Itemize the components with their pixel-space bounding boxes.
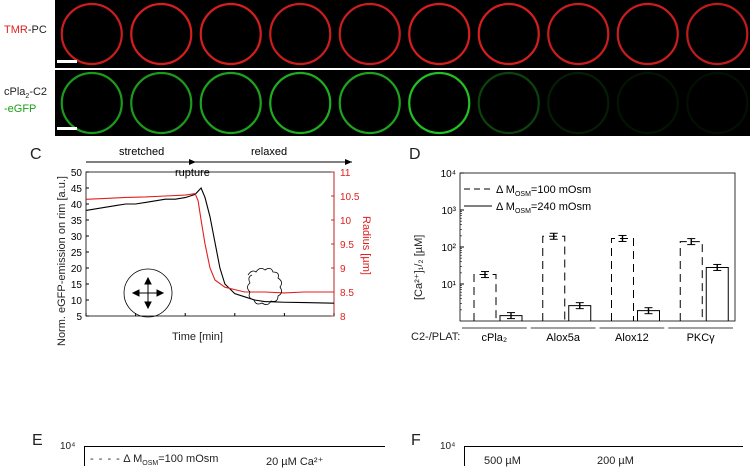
bar [542, 235, 566, 321]
vesicle-ring [60, 2, 123, 66]
scale-bar [57, 127, 77, 130]
legend: Δ MOSM=100 mOsm Δ MOSM=240 mOsm [464, 184, 591, 215]
vesicle-ring [686, 71, 749, 135]
y-right-tick-label: 11 [340, 168, 351, 179]
vesicle-ring [477, 71, 540, 135]
vesicle-ring [199, 2, 262, 66]
y-right-tick-label: 9 [340, 264, 346, 275]
vesicle-ring [269, 2, 332, 66]
category-label: Alox12 [615, 332, 649, 344]
vesicle-ring [408, 71, 471, 135]
y-right-tick-label: 8 [340, 312, 346, 320]
y-right-tick-label: 9.5 [340, 240, 354, 251]
egfp-vesicles [60, 71, 749, 135]
chart-c: stretched relaxed rupture 05101520255101… [71, 146, 360, 320]
vesicle-ring [130, 71, 193, 135]
y-tick-label: 20 [71, 264, 83, 275]
stretch-arrows-icon [131, 276, 165, 310]
panel-letter-d: D [409, 146, 421, 163]
tmr-pc-label: TMR-PC [4, 24, 47, 36]
bar [611, 237, 634, 321]
egfp-text: -eGFP [4, 103, 37, 116]
egfp-image-strip [55, 70, 750, 136]
y-tick-label: 10 [71, 296, 83, 307]
bar [679, 241, 703, 321]
radius-line [85, 192, 334, 294]
y-tick-label: 50 [71, 168, 83, 179]
panel-letter-f: F [411, 432, 421, 449]
vesicle-ring [477, 2, 540, 66]
bar [473, 274, 497, 321]
y-tick-label: 15 [71, 280, 83, 291]
svg-text:Δ MOSM=100 mOsm: Δ MOSM=100 mOsm [496, 184, 591, 198]
y-right-tick-label: 10.5 [340, 192, 360, 203]
y-right-tick-label: 10 [340, 216, 352, 227]
panel-letter-e: E [32, 432, 43, 449]
y-tick-label: 10⁴ [441, 169, 456, 180]
y-tick-label: 10³ [442, 206, 457, 217]
vesicle-ring [547, 2, 610, 66]
tmr-vesicles [60, 2, 749, 66]
scale-bar [57, 60, 77, 63]
y-tick-label: 35 [71, 216, 83, 227]
d-xlabel: C2-/PLAT: [411, 331, 461, 343]
vesicle-ring [616, 2, 679, 66]
y-tick-label: 30 [71, 232, 83, 243]
vesicle-ring [338, 2, 401, 66]
tmr-image-strip [55, 0, 750, 68]
panel-letter-c: C [30, 146, 42, 163]
f-note-2: 200 µM [597, 455, 634, 467]
c-xlabel: Time [min] [172, 331, 223, 343]
plot-frame [85, 171, 335, 317]
y-tick-label: 40 [71, 200, 83, 211]
phase-stretched: stretched [119, 146, 164, 158]
f-axis [464, 446, 743, 466]
phase-relaxed: relaxed [251, 146, 287, 158]
e-note: 20 µM Ca²⁺ [266, 456, 324, 468]
svg-text:Δ MOSM=240 mOsm: Δ MOSM=240 mOsm [496, 201, 591, 215]
vesicle-ring [547, 71, 610, 135]
c-ylabel: Norm. eGFP-emission on rim [a.u.] [56, 176, 68, 346]
y-tick-label: 10¹ [442, 280, 457, 291]
vesicle-ring [60, 71, 123, 135]
egfp-emission-line [85, 186, 335, 304]
pc-text: -PC [27, 24, 47, 36]
vesicle-ring [686, 2, 749, 66]
f-ytick-top: 10⁴ [440, 441, 456, 452]
chart-d: 10⁴ 10³ 10² 10¹ Δ MOSM=100 mOsm Δ MOSM=240 … [441, 169, 736, 322]
category-label: cPla₂ [482, 332, 508, 344]
f-note-1: 500 µM [484, 455, 521, 467]
vesicle-ring [199, 71, 262, 135]
y-tick-label: 10² [442, 243, 457, 254]
category-label: Alox5a [546, 332, 581, 344]
e-legend: - - - - Δ MOSM=100 mOsm [90, 453, 219, 468]
vesicle-ring [269, 71, 332, 135]
y-tick-label: 5 [76, 312, 82, 320]
vesicle-ring [130, 2, 193, 66]
tmr-text: TMR [4, 24, 28, 36]
stretched-vesicle-icon [123, 268, 173, 318]
category-label: PKCγ [687, 332, 716, 344]
relaxed-vesicle-icon [247, 268, 282, 305]
bar [705, 266, 729, 321]
y-right-tick-label: 8.5 [340, 288, 354, 299]
vesicle-ring [616, 71, 679, 135]
e-axis [84, 446, 385, 466]
y-tick-label: 25 [71, 248, 83, 259]
cpla2-egfp-label: cPla2-C2 -eGFP [4, 86, 47, 116]
d-category-labels: cPla₂ Alox5a Alox12 PKCγ [462, 327, 733, 344]
cpla2-text: cPla2-C2 [4, 86, 48, 101]
e-ytick-top: 10⁴ [60, 441, 76, 452]
vesicle-ring [338, 71, 401, 135]
rupture-annotation: rupture [175, 167, 210, 179]
y-tick-label: 45 [71, 184, 83, 195]
vesicle-ring [408, 2, 471, 66]
